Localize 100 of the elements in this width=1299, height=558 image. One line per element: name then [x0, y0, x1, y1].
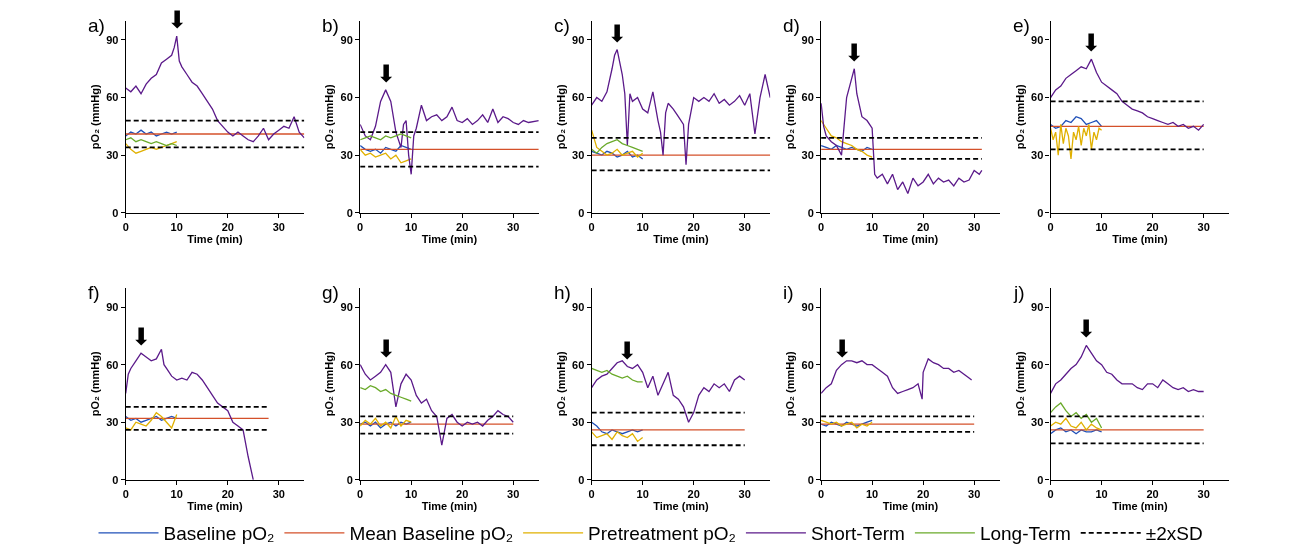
x-tick-label: 30: [272, 488, 285, 501]
line-series: [591, 367, 644, 383]
y-tick-label: 60: [801, 91, 814, 104]
y-tick-label: 60: [572, 91, 585, 104]
annotation: ⬇: [376, 60, 397, 88]
line-series: [1050, 58, 1205, 131]
y-axis-title: pO₂ (mmHg): [323, 84, 336, 150]
line-series: [125, 348, 254, 480]
y-axis-title: pO₂ (mmHg): [1013, 84, 1026, 150]
line-series: [1050, 344, 1205, 395]
chart-title: a): [88, 15, 105, 36]
x-tick-label: 30: [968, 488, 981, 501]
legend-label: Mean Baseline pO₂: [349, 523, 514, 545]
line-series: [1050, 123, 1103, 160]
y-tick-label: 60: [106, 91, 119, 104]
annotation: ⬇: [1076, 315, 1097, 343]
line-series: [591, 129, 644, 158]
annotation: ⬇: [832, 335, 853, 363]
x-tick-label: 30: [1197, 488, 1210, 501]
line-series: [821, 68, 983, 195]
y-tick-label: 30: [572, 148, 585, 161]
y-tick-label: 0: [1037, 206, 1044, 219]
y-tick-label: 90: [572, 33, 585, 46]
line-series: [591, 150, 644, 160]
x-tick-label: 30: [1197, 220, 1210, 233]
y-tick-label: 90: [340, 33, 353, 46]
y-tick-label: 30: [340, 416, 353, 429]
y-tick-label: 90: [106, 300, 119, 313]
legend-label: ±2xSD: [1145, 523, 1203, 545]
x-tick-label: 20: [1146, 220, 1159, 233]
y-tick-label: 60: [801, 358, 814, 371]
x-tick-label: 0: [1047, 488, 1054, 501]
x-tick-label: 0: [1047, 220, 1054, 233]
y-tick-label: 0: [1037, 473, 1044, 486]
x-tick-label: 20: [1146, 488, 1159, 501]
x-tick-label: 20: [917, 220, 930, 233]
y-tick-label: 0: [578, 473, 585, 486]
x-tick-label: 10: [170, 220, 183, 233]
y-tick-label: 30: [106, 416, 119, 429]
annotation: ⬇: [167, 6, 188, 34]
y-axis-title: pO₂ (mmHg): [323, 351, 336, 417]
y-tick-label: 60: [1031, 91, 1044, 104]
y-tick-label: 60: [340, 358, 353, 371]
annotation: ⬇: [844, 39, 865, 67]
y-tick-label: 90: [801, 33, 814, 46]
y-tick-label: 90: [340, 300, 353, 313]
x-tick-label: 0: [818, 220, 825, 233]
annotation: ⬇: [376, 335, 397, 363]
line-series: [125, 137, 178, 147]
legend-label: Baseline pO₂: [163, 523, 275, 545]
y-tick-label: 30: [340, 148, 353, 161]
y-axis-title: pO₂ (mmHg): [554, 351, 567, 417]
x-tick-label: 0: [818, 488, 825, 501]
x-tick-label: 20: [687, 488, 700, 501]
y-tick-label: 90: [1031, 300, 1044, 313]
line-series: [360, 415, 412, 429]
x-tick-label: 10: [1095, 488, 1108, 501]
y-tick-label: 30: [572, 416, 585, 429]
x-tick-label: 30: [272, 220, 285, 233]
line-series: [360, 89, 539, 175]
x-tick-label: 20: [221, 220, 234, 233]
x-tick-label: 10: [1095, 220, 1108, 233]
x-tick-label: 30: [738, 488, 751, 501]
y-tick-label: 60: [1031, 358, 1044, 371]
line-series: [821, 358, 973, 400]
x-tick-label: 30: [507, 488, 520, 501]
y-tick-label: 90: [572, 300, 585, 313]
y-tick-label: 90: [106, 33, 119, 46]
x-tick-label: 30: [507, 220, 520, 233]
x-tick-label: 20: [687, 220, 700, 233]
y-tick-label: 30: [1031, 416, 1044, 429]
y-tick-label: 0: [346, 206, 353, 219]
y-tick-label: 90: [801, 300, 814, 313]
y-axis-title: pO₂ (mmHg): [784, 351, 797, 417]
x-tick-label: 20: [456, 220, 469, 233]
x-tick-label: 10: [405, 220, 418, 233]
x-axis-title: Time (min): [882, 500, 939, 513]
legend-label: Pretreatment pO₂: [588, 523, 736, 545]
y-axis-title: pO₂ (mmHg): [88, 84, 101, 150]
line-series: [821, 119, 873, 158]
x-axis-title: Time (min): [421, 500, 478, 513]
y-tick-label: 30: [801, 416, 814, 429]
x-tick-label: 0: [122, 220, 129, 233]
line-series: [360, 385, 412, 402]
line-series: [1050, 116, 1103, 129]
y-tick-label: 90: [1031, 33, 1044, 46]
y-tick-label: 0: [112, 206, 119, 219]
legend-label: Short-Term: [810, 523, 905, 545]
line-series: [591, 139, 644, 154]
x-tick-label: 30: [738, 220, 751, 233]
line-series: [591, 431, 644, 443]
chart-title: h): [554, 282, 571, 303]
line-series: [591, 360, 746, 423]
y-tick-label: 60: [106, 358, 119, 371]
y-axis-title: pO₂ (mmHg): [554, 84, 567, 150]
x-tick-label: 10: [866, 220, 879, 233]
x-axis-title: Time (min): [653, 232, 709, 245]
y-tick-label: 0: [578, 206, 585, 219]
x-axis-title: Time (min): [882, 232, 939, 245]
line-series: [125, 411, 178, 431]
